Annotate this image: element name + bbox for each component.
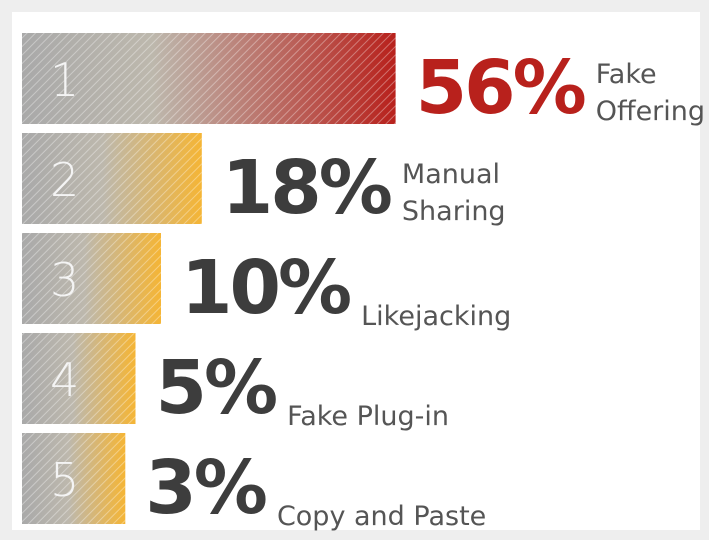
bar-hatch xyxy=(22,33,396,124)
rank: 4 xyxy=(50,353,79,407)
category-label: Offering xyxy=(596,96,705,127)
bar-hatch xyxy=(22,233,161,324)
bar-hatch xyxy=(22,333,136,424)
value-label: 18% xyxy=(222,145,391,231)
bar-hatch xyxy=(22,133,202,224)
value-label: 3% xyxy=(145,445,265,531)
value-label: 10% xyxy=(181,245,350,331)
category-label: Fake xyxy=(596,59,657,90)
category-label: Manual xyxy=(402,159,500,190)
category-label: Likejacking xyxy=(361,301,511,332)
category-label: Sharing xyxy=(402,196,506,227)
category-label: Copy and Paste xyxy=(277,501,486,532)
value-label: 5% xyxy=(156,345,276,431)
rank: 2 xyxy=(50,153,79,207)
rank: 3 xyxy=(50,253,79,307)
bar-hatch xyxy=(22,433,126,524)
category-label: Fake Plug-in xyxy=(287,401,449,432)
value-label: 56% xyxy=(416,45,585,131)
rank: 5 xyxy=(50,453,79,507)
rank: 1 xyxy=(50,53,79,107)
